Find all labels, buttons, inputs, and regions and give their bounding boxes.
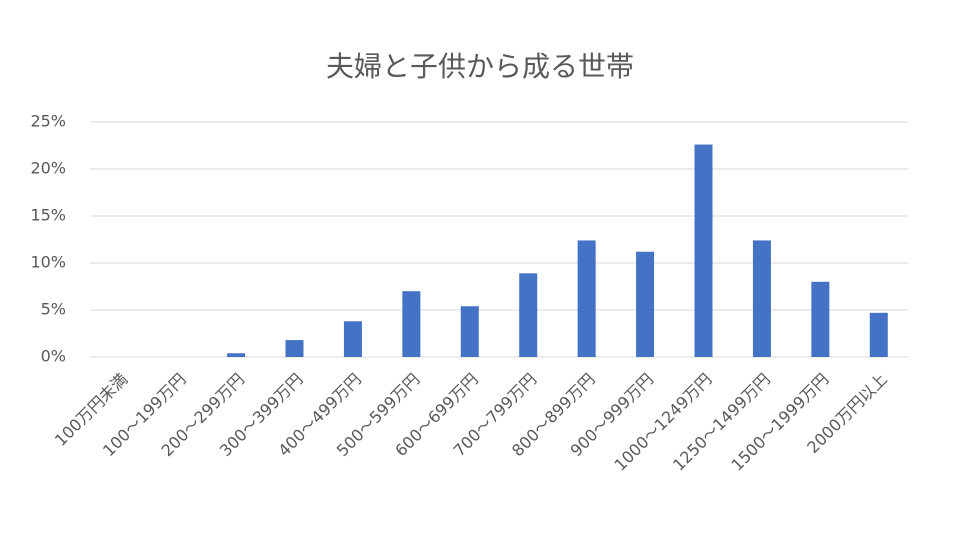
bar [227,353,246,357]
x-tick-label: 1250～1499万円 [669,370,774,475]
y-tick-label: 25% [30,112,66,131]
bar [343,321,362,357]
bar [869,312,888,357]
bar [519,273,538,357]
y-tick-label: 0% [41,347,66,366]
y-tick-label: 10% [30,253,66,272]
bar [636,251,655,357]
bar [285,340,304,357]
bar [577,240,596,357]
bar [752,240,771,357]
bar [694,144,713,357]
x-tick-label: 1500～1999万円 [727,370,832,475]
y-tick-label: 15% [30,206,66,225]
bar [402,291,421,357]
y-tick-label: 20% [30,159,66,178]
bar [460,306,479,357]
bar [811,281,830,357]
y-tick-label: 5% [41,300,66,319]
chart-title: 夫婦と子供から成る世帯 [326,50,634,83]
x-tick-label: 1000～1249万円 [611,370,716,475]
